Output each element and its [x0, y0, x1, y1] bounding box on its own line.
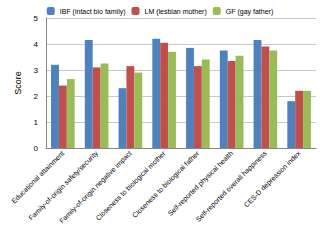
- svg-text:3: 3: [34, 66, 39, 75]
- svg-text:GF (gay father): GF (gay father): [226, 8, 273, 16]
- svg-text:Closeness to biological mother: Closeness to biological mother: [94, 149, 167, 222]
- svg-text:IBF (intact bio family): IBF (intact bio family): [60, 8, 126, 16]
- svg-text:5: 5: [34, 14, 39, 23]
- svg-text:2: 2: [34, 92, 39, 101]
- svg-text:1: 1: [34, 118, 39, 127]
- svg-text:Self-reported overall happines: Self-reported overall happiness: [195, 149, 269, 223]
- svg-text:Closeness to biological father: Closeness to biological father: [131, 149, 202, 220]
- svg-text:LM (lesbian mother): LM (lesbian mother): [145, 8, 207, 16]
- svg-text:Self-reported physical health: Self-reported physical health: [167, 149, 235, 217]
- svg-text:Family-of-origin safety/securi: Family-of-origin safety/security: [27, 149, 100, 222]
- svg-text:CES-D depression index: CES-D depression index: [243, 149, 303, 209]
- svg-text:Educational attainment: Educational attainment: [10, 149, 66, 205]
- svg-text:Score: Score: [13, 71, 23, 95]
- svg-text:0: 0: [34, 144, 39, 153]
- svg-text:Family-of-origin negative impa: Family-of-origin negative impact: [58, 149, 134, 225]
- svg-text:4: 4: [34, 40, 39, 49]
